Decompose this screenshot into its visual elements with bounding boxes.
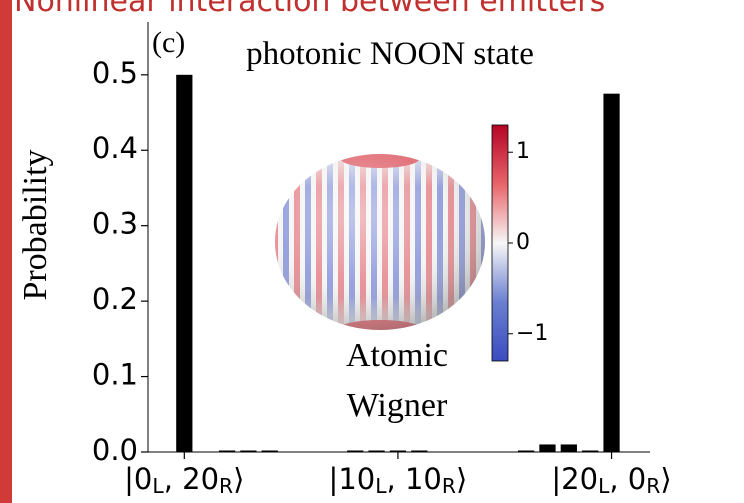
bar (582, 450, 599, 452)
bar (539, 444, 556, 452)
bar (411, 450, 428, 452)
x-tick-label: |20L, 0R⟩ (551, 462, 671, 498)
colorbar-tick-label: 1 (516, 139, 530, 164)
bar (517, 450, 535, 452)
x-tick-label: |0L, 20R⟩ (124, 462, 244, 498)
bar (261, 450, 278, 452)
y-tick-label: 0.3 (92, 207, 138, 241)
y-tick-label: 0.4 (92, 131, 138, 165)
bar (218, 450, 236, 452)
y-tick-label: 0.5 (92, 56, 138, 90)
colorbar (491, 124, 509, 362)
bar (389, 450, 407, 452)
bar (603, 93, 620, 453)
bar (240, 450, 257, 452)
side-stripe (0, 0, 12, 503)
x-tick-label: |10L, 10R⟩ (329, 462, 468, 498)
panel-label: (c) (152, 26, 185, 59)
bar (560, 444, 577, 452)
colorbar-tick-label: 0 (516, 230, 530, 255)
bar (368, 450, 385, 452)
inset-annotation: Atomic (346, 337, 448, 374)
chart-title: photonic NOON state (246, 36, 534, 72)
wigner-sphere (275, 154, 485, 330)
inset-annotation: Wigner (347, 387, 448, 424)
y-tick-label: 0.1 (92, 358, 138, 392)
bar (176, 74, 193, 453)
y-tick-label: 0.2 (92, 282, 138, 316)
y-axis-label: Probability (17, 149, 54, 300)
y-tick-label: 0.0 (92, 433, 138, 467)
bar (347, 450, 364, 452)
header: Nonlinear interaction between emitters (14, 0, 605, 19)
colorbar-tick-label: −1 (516, 321, 548, 346)
